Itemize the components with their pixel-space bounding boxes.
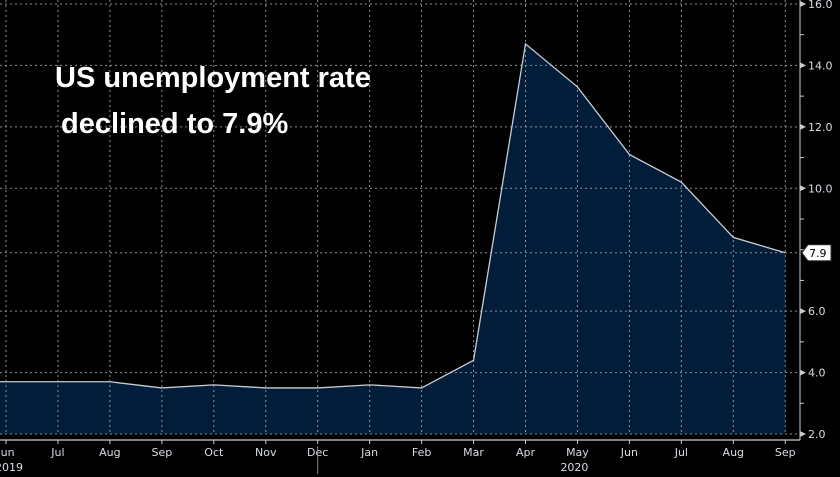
- y-tick-label: 4.0: [808, 367, 826, 380]
- y-tick-label: 10.0: [808, 182, 833, 195]
- x-tick-label: May: [566, 446, 589, 459]
- x-tick-label: Aug: [723, 446, 744, 459]
- y-tick-label: 6.0: [808, 305, 826, 318]
- x-tick-label: Apr: [516, 446, 536, 459]
- y-tick-marker: [800, 123, 806, 130]
- last-value-tag: [801, 244, 832, 262]
- year-label: 2019: [0, 461, 23, 474]
- last-value-label: 7.9: [809, 247, 827, 260]
- x-tick-label: Sep: [775, 446, 796, 459]
- y-tick-label: 14.0: [808, 59, 833, 72]
- y-tick-label: 2.0: [808, 428, 826, 441]
- chart-title-line2: declined to 7.9%: [61, 108, 289, 140]
- x-tick-label: Feb: [412, 446, 431, 459]
- y-tick-marker: [800, 431, 806, 437]
- x-tick-label: Oct: [204, 446, 224, 459]
- x-tick-label: Sep: [151, 446, 172, 459]
- y-tick-marker: [800, 62, 806, 69]
- y-tick-label: 12.0: [808, 121, 833, 134]
- y-tick-marker: [800, 1, 806, 7]
- y-tick-marker: [800, 369, 806, 376]
- x-tick-label: Nov: [255, 446, 277, 459]
- x-tick-label: Jul: [674, 446, 688, 459]
- y-tick-marker: [800, 185, 806, 192]
- y-tick-label: 16.0: [808, 0, 833, 11]
- x-tick-label: Jun: [0, 446, 15, 459]
- x-tick-label: Jul: [50, 446, 64, 459]
- year-label: 2020: [560, 461, 588, 474]
- area-fill: [0, 43, 786, 435]
- x-tick-label: Jun: [620, 446, 638, 459]
- chart-title-line1: US unemployment rate: [55, 62, 371, 94]
- x-tick-label: Mar: [463, 446, 484, 459]
- x-tick-label: Aug: [99, 446, 120, 459]
- x-tick-label: Jan: [360, 446, 378, 459]
- y-tick-marker: [800, 308, 806, 315]
